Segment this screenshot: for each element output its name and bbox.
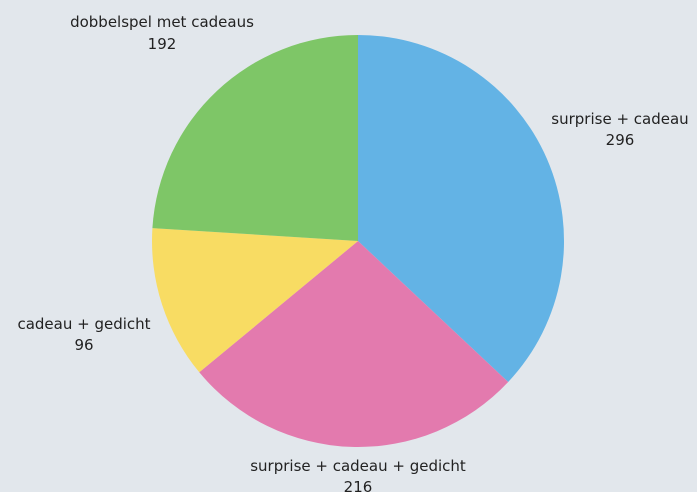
label-surprise-cadeau-gedicht: surprise + cadeau + gedicht [250, 457, 466, 475]
value-surprise-cadeau-gedicht: 216 [344, 478, 373, 492]
label-surprise-cadeau: surprise + cadeau [551, 110, 688, 128]
pie-slice-surprise-cadeau-gedicht [199, 241, 509, 448]
label-cadeau-gedicht: cadeau + gedicht [17, 315, 150, 333]
pie-labels: surprise + cadeau 296 surprise + cadeau … [17, 13, 688, 492]
value-surprise-cadeau: 296 [606, 131, 635, 149]
pie-slice-surprise-cadeau [358, 34, 565, 383]
pie-slice-cadeau-gedicht [152, 228, 358, 373]
pie-slice-dobbelspel-met-cadeaus [152, 35, 358, 241]
label-dobbelspel-met-cadeaus: dobbelspel met cadeaus [70, 13, 254, 31]
value-cadeau-gedicht: 96 [74, 336, 93, 354]
value-dobbelspel-met-cadeaus: 192 [148, 35, 177, 53]
pie-slices [152, 34, 565, 448]
